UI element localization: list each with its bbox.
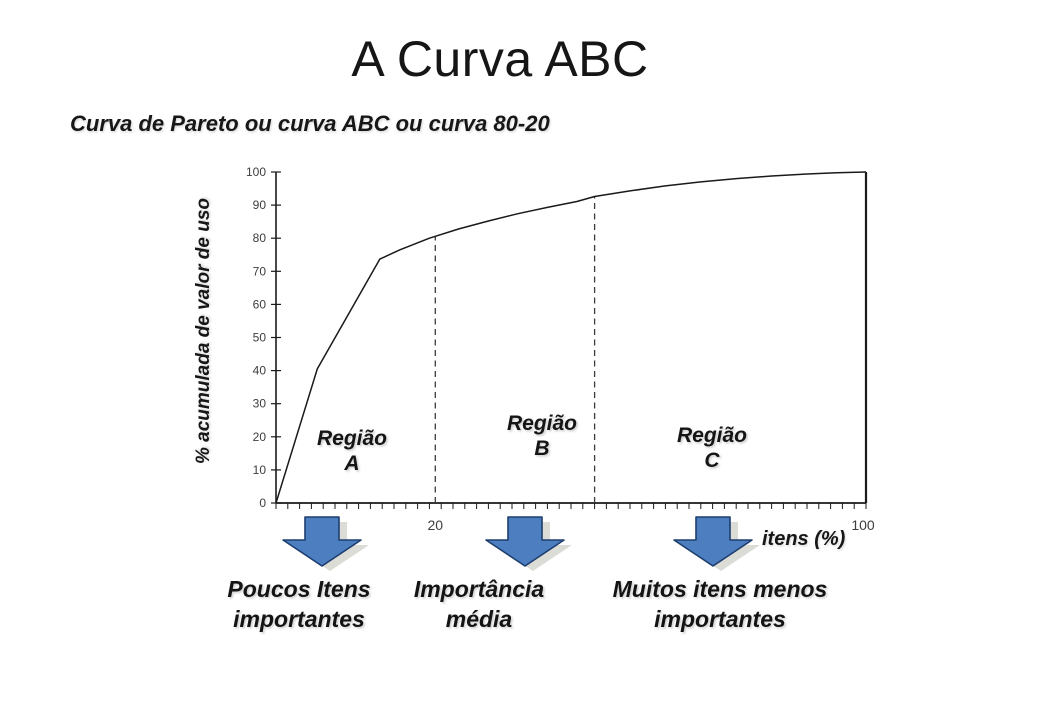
y-tick-label: 60 xyxy=(253,297,267,311)
region-b-line2: B xyxy=(534,437,550,460)
x-tick-label: 20 xyxy=(428,517,444,533)
y-tick-label: 70 xyxy=(253,264,267,278)
region-c-line2: C xyxy=(704,449,720,472)
x-tick-label: 100 xyxy=(851,517,875,533)
y-tick-label: 90 xyxy=(253,198,267,212)
region-a-label: Região A xyxy=(317,426,387,476)
region-b-line1: Região xyxy=(506,412,578,435)
y-tick-label: 100 xyxy=(246,165,266,179)
down-arrow-icon xyxy=(282,516,362,567)
y-tick-label: 40 xyxy=(253,364,267,378)
caption-2-line2: média xyxy=(445,606,513,632)
region-a-line2: A xyxy=(344,452,360,475)
region-divider-lines xyxy=(434,196,596,503)
caption-2-line1: Importância xyxy=(413,576,545,602)
y-tick-label: 50 xyxy=(253,331,267,345)
y-tick-label: 20 xyxy=(253,430,267,444)
arrow-region-a xyxy=(282,516,369,571)
caption-3-line2: importantes xyxy=(654,606,786,632)
pareto-curve-line xyxy=(275,171,867,504)
y-tick-label: 10 xyxy=(253,463,267,477)
chart-subtitle: Curva de Pareto ou curva ABC ou curva 80… xyxy=(70,111,550,136)
arrow-region-b xyxy=(485,516,572,571)
region-c-label: Região C xyxy=(677,423,747,473)
x-axis-label: itens (%) xyxy=(762,528,846,550)
caption-medium-importance: Importância média xyxy=(329,574,629,634)
y-tick-label: 0 xyxy=(259,496,266,510)
caption-many-less-important-items: Muitos itens menos importantes xyxy=(570,574,870,634)
caption-1-line1: Poucos Itens xyxy=(227,576,371,602)
region-a-line1: Região xyxy=(316,427,388,450)
slide-title: A Curva ABC xyxy=(351,31,649,87)
chart-ticks: 0 10 20 30 40 50 60 70 80 90 100 20 100 xyxy=(246,165,875,533)
caption-few-important-items: Poucos Itens importantes xyxy=(149,574,449,634)
region-c-line1: Região xyxy=(676,424,748,447)
y-tick-label: 30 xyxy=(253,397,267,411)
down-arrow-icon xyxy=(673,516,753,567)
caption-3-line1: Muitos itens menos xyxy=(612,576,828,602)
down-arrows xyxy=(282,516,760,571)
region-b-label: Região B xyxy=(507,411,577,461)
caption-1-line2: importantes xyxy=(233,606,365,632)
y-tick-label: 80 xyxy=(253,231,267,245)
arrow-region-c xyxy=(673,516,760,571)
pareto-curve xyxy=(275,171,867,504)
down-arrow-icon xyxy=(485,516,565,567)
